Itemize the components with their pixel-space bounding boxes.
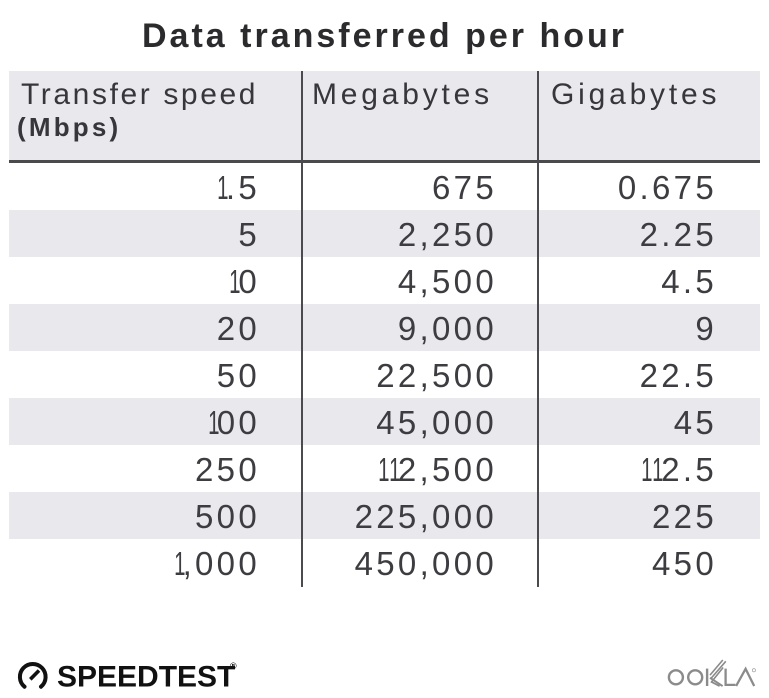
svg-text:®: ® (230, 661, 237, 671)
svg-text:SPEEDTEST: SPEEDTEST (57, 660, 235, 693)
